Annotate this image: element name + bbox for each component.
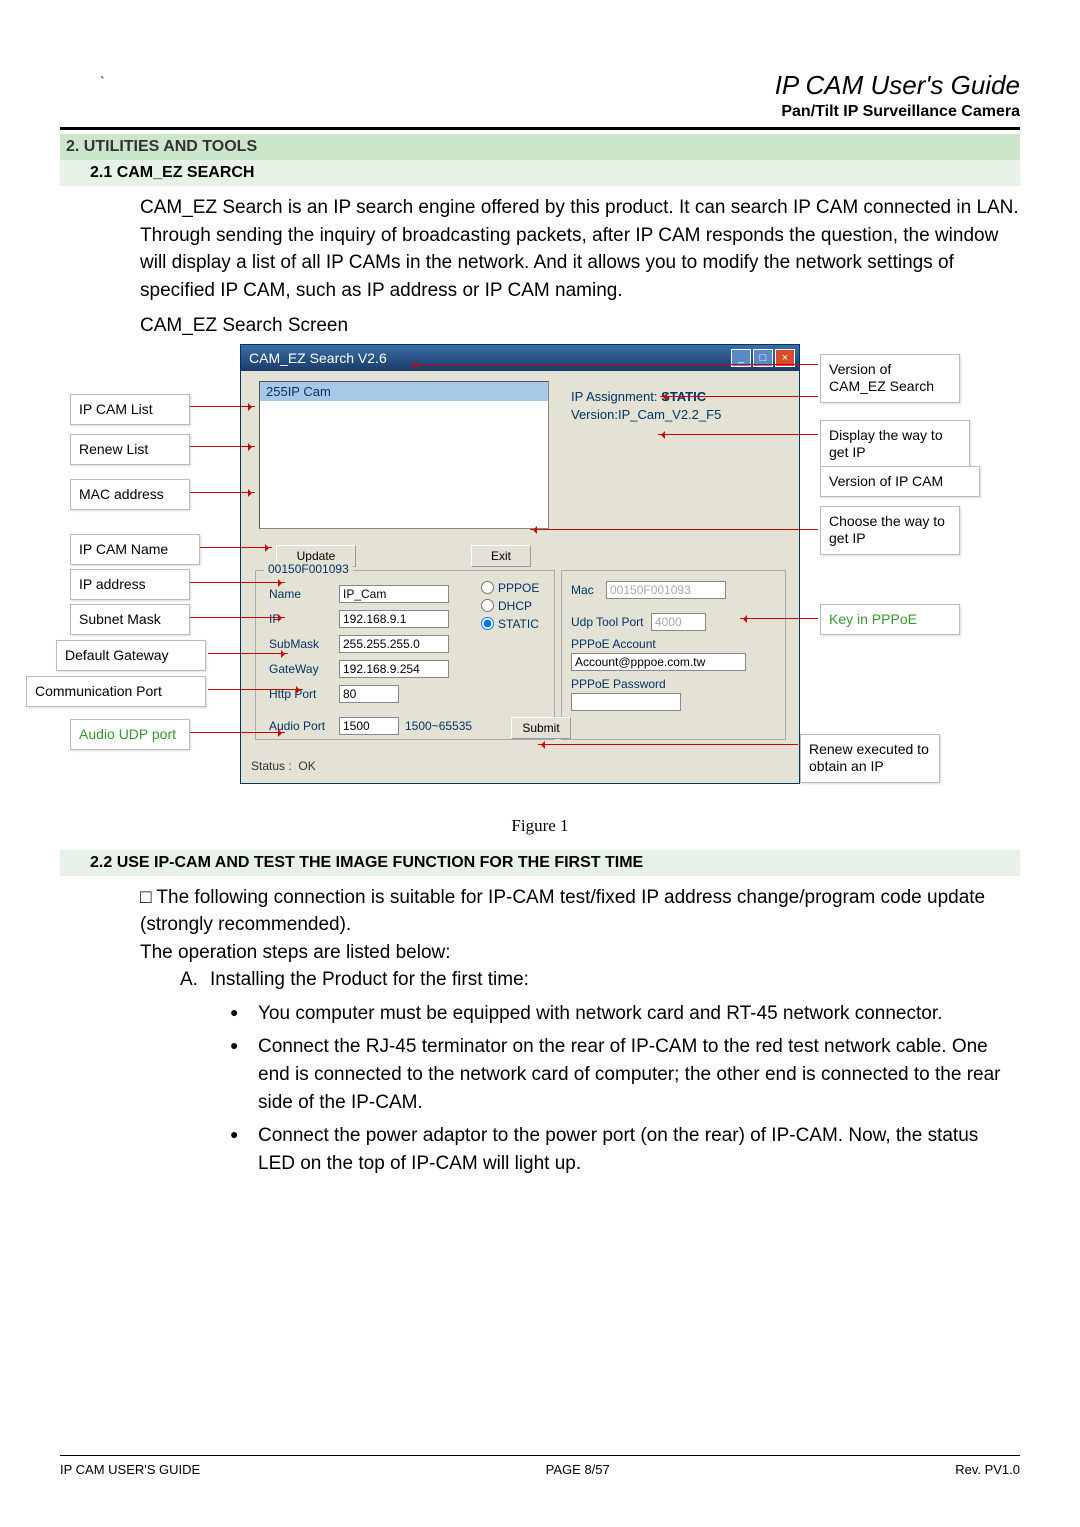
anno-choose-way: Choose the way to get IP [820,506,960,555]
pointer-line [658,434,818,435]
ip-mode-radios: PPPOE DHCP STATIC [481,577,539,635]
pppoe-password-label: PPPoE Password [571,677,666,691]
anno-ip-address: IP address [70,569,190,601]
anno-version-ipcam: Version of IP CAM [820,466,980,498]
section-2-heading: 2. UTILITIES AND TOOLS [60,134,1020,160]
pointer-line [190,406,255,407]
row-pppoe-password [571,693,681,711]
section-2-1-paragraph: CAM_EZ Search is an IP search engine off… [140,194,1020,304]
anno-renew-list: Renew List [70,434,190,466]
pppoe-account-field[interactable] [571,653,746,671]
pointer-line [190,732,285,733]
pointer-line [660,396,818,397]
pppoe-account-label: PPPoE Account [571,637,656,651]
row-gateway: GateWay [269,660,449,678]
section-2-1-heading: 2.1 CAM_EZ SEARCH [60,160,1020,186]
row-http: Http Port [269,685,399,703]
anno-display-way: Display the way to get IP [820,420,970,469]
bullet-1: You computer must be equipped with netwo… [230,1000,1020,1028]
status-bar: Status : OK [251,759,316,773]
gateway-field[interactable] [339,660,449,678]
anno-subnet: Subnet Mask [70,604,190,636]
camera-listbox[interactable]: 255IP Cam [259,381,549,529]
anno-mac: MAC address [70,479,190,511]
section-2-2-heading: 2.2 USE IP-CAM AND TEST THE IMAGE FUNCTI… [60,850,1020,876]
anno-renew-exec: Renew executed to obtain an IP [800,734,940,783]
list-item[interactable]: 255IP Cam [260,382,548,401]
pointer-line [538,744,798,745]
anno-audio-udp: Audio UDP port [70,719,190,751]
row-mac: Mac [571,581,726,599]
header-rule [60,127,1020,130]
pointer-line [208,689,303,690]
mac-field [606,581,726,599]
radio-dhcp[interactable] [481,599,494,612]
figure-1-wrap: CAM_EZ Search V2.6 _ □ × 255IP Cam IP As… [60,344,1020,814]
screenshot-caption-above: CAM_EZ Search Screen [140,312,1020,340]
pointer-line [208,653,288,654]
footer-rule [60,1455,1020,1456]
step-A: A.Installing the Product for the first t… [180,966,1020,994]
audio-port-field[interactable] [339,717,399,735]
pointer-line [740,618,818,619]
titlebar: CAM_EZ Search V2.6 _ □ × [241,345,799,371]
group-mac-label: 00150F001093 [264,562,353,576]
udp-port-field[interactable] [651,613,706,631]
row-audio: Audio Port 1500~65535 [269,717,472,735]
pointer-line [190,617,285,618]
app-window: CAM_EZ Search V2.6 _ □ × 255IP Cam IP As… [240,344,800,784]
footer-left: IP CAM USER'S GUIDE [60,1462,200,1477]
figure-caption: Figure 1 [60,816,1020,836]
anno-ipcam-name: IP CAM Name [70,534,200,566]
exit-button[interactable]: Exit [471,545,531,567]
pointer-line [530,529,818,530]
anno-comm-port: Communication Port [26,676,206,708]
pppoe-password-field[interactable] [571,693,681,711]
row-ip: IP [269,610,449,628]
pointer-line [190,582,285,583]
pointer-line [190,492,255,493]
http-port-field[interactable] [339,685,399,703]
pointer-line [410,364,818,365]
row-submask: SubMask [269,635,449,653]
radio-static[interactable] [481,617,494,630]
version-label: Version:IP_Cam_V2.2_F5 [571,407,721,422]
stray-backtick: ` [100,75,105,91]
anno-gateway: Default Gateway [56,640,206,672]
anno-version-camez: Version of CAM_EZ Search [820,354,960,403]
ip-field[interactable] [339,610,449,628]
radio-pppoe[interactable] [481,581,494,594]
section-2-2-p2: The operation steps are listed below: [140,939,1020,967]
row-udp: Udp Tool Port [571,613,706,631]
bullet-2: Connect the RJ-45 terminator on the rear… [230,1033,1020,1116]
pointer-line [200,547,272,548]
audio-port-range: 1500~65535 [405,719,472,733]
submit-button[interactable]: Submit [511,717,571,739]
footer-right: Rev. PV1.0 [955,1462,1020,1477]
subnet-field[interactable] [339,635,449,653]
row-name: Name [269,585,449,603]
section-2-2-p1: □ The following connection is suitable f… [140,884,1020,939]
anno-ipcam-list: IP CAM List [70,394,190,426]
pointer-line [190,446,255,447]
bullet-3: Connect the power adaptor to the power p… [230,1122,1020,1177]
name-field[interactable] [339,585,449,603]
doc-subtitle: Pan/Tilt IP Surveillance Camera [60,103,1020,121]
row-pppoe-account [571,653,746,671]
anno-key-pppoe: Key in PPPoE [820,604,960,636]
footer-center: PAGE 8/57 [546,1462,610,1477]
doc-title: IP CAM User's Guide [60,70,1020,101]
